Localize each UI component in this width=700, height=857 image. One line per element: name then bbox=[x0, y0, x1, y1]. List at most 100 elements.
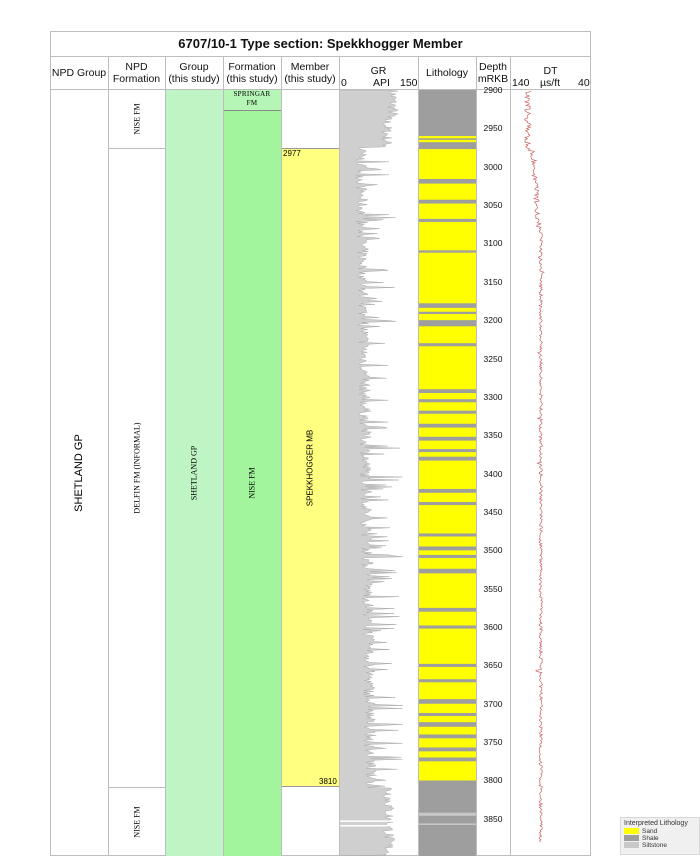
lithology-track bbox=[418, 90, 476, 856]
sand-bed bbox=[418, 221, 476, 251]
dt-scale-right: 40 bbox=[578, 77, 590, 89]
col-divider bbox=[223, 57, 224, 856]
spekkhogger-mb-fill bbox=[281, 148, 339, 787]
group-label: SHETLAND GP bbox=[189, 445, 199, 501]
depth-tick-label: 3050 bbox=[483, 200, 503, 211]
depth-tick-label: 3450 bbox=[483, 506, 503, 517]
gr-unit: API bbox=[373, 77, 390, 89]
depth-tick-label: 3150 bbox=[483, 276, 503, 287]
col-divider bbox=[418, 57, 419, 856]
depth-tick-label: 2950 bbox=[483, 123, 503, 134]
sand-bed bbox=[418, 203, 476, 219]
log-panel bbox=[50, 31, 591, 856]
depth-tick-label: 3500 bbox=[483, 545, 503, 556]
sand-bed bbox=[418, 413, 476, 424]
gr-track bbox=[339, 90, 404, 856]
legend-item: Sand bbox=[624, 828, 699, 835]
sand-bed bbox=[418, 183, 476, 200]
legend-title: Interpreted Lithology bbox=[624, 820, 688, 827]
sand-bed bbox=[418, 550, 476, 555]
depth-tick-label: 2900 bbox=[483, 85, 503, 95]
legend-swatch bbox=[624, 842, 639, 849]
depth-tick-label: 3700 bbox=[483, 698, 503, 709]
dt-name: DT bbox=[543, 65, 558, 77]
sand-bed bbox=[418, 536, 476, 547]
siltstone-bed bbox=[418, 812, 476, 816]
depth-tick-label: 3100 bbox=[483, 238, 503, 249]
sand-bed bbox=[418, 346, 476, 390]
siltstone-bed bbox=[418, 823, 476, 825]
depth-tick-label: 3600 bbox=[483, 622, 503, 633]
legend-item: Shale bbox=[624, 835, 699, 842]
springar-fm-fill bbox=[223, 90, 281, 110]
sand-bed bbox=[418, 393, 476, 400]
npd-delfin-label: DELFIN FM (INFORMAL) bbox=[132, 422, 142, 514]
dt-scale-left: 140 bbox=[512, 77, 530, 89]
gr-scale-min: 0 bbox=[341, 77, 347, 89]
col-divider bbox=[281, 57, 282, 856]
header-member: Member (this study) bbox=[284, 61, 336, 85]
sand-bed bbox=[418, 682, 476, 700]
nise-fm-label: NISE FM bbox=[247, 467, 257, 499]
sand-bed bbox=[418, 611, 476, 626]
sand-bed bbox=[418, 726, 476, 735]
col-divider bbox=[476, 57, 477, 856]
sand-bed bbox=[418, 440, 476, 450]
sand-bed bbox=[418, 427, 476, 437]
nise-fm-fill bbox=[223, 110, 281, 856]
sand-bed bbox=[418, 505, 476, 534]
legend-label: Siltstone bbox=[642, 842, 667, 849]
dt-track bbox=[523, 91, 545, 843]
depth-tick-label: 3750 bbox=[483, 737, 503, 748]
sand-bed bbox=[418, 252, 476, 304]
sand-bed bbox=[418, 628, 476, 664]
header-group: Group (this study) bbox=[168, 61, 220, 85]
legend-item: Siltstone bbox=[624, 842, 699, 849]
sand-bed bbox=[418, 149, 476, 179]
legend-label: Sand bbox=[642, 828, 658, 835]
sand-bed bbox=[418, 761, 476, 781]
sand-bed bbox=[418, 402, 476, 411]
sand-bed bbox=[418, 573, 476, 608]
depth-tick-label: 3300 bbox=[483, 391, 503, 402]
springar-fm-label: SPRINGAR FM bbox=[233, 90, 271, 107]
legend-swatch bbox=[624, 835, 639, 842]
sand-bed bbox=[418, 326, 476, 344]
legend-swatch bbox=[624, 828, 639, 835]
depth-tick-label: 3650 bbox=[483, 660, 503, 671]
sand-bed bbox=[418, 314, 476, 321]
header-gr: GR API 0 150 bbox=[339, 57, 418, 89]
sand-bed bbox=[418, 703, 476, 713]
col-divider bbox=[510, 57, 511, 856]
header-formation: Formation (this study) bbox=[226, 61, 278, 85]
col-divider bbox=[108, 57, 109, 856]
gr-scale-max: 150 bbox=[400, 77, 418, 89]
gr-curve bbox=[339, 90, 404, 856]
col-divider bbox=[165, 57, 166, 856]
gr-gap bbox=[339, 820, 399, 822]
sand-bed bbox=[418, 666, 476, 680]
lithology-legend: Interpreted Lithology Sand Shale Siltstone bbox=[620, 817, 700, 855]
npd-nise-lower-label: NISE FM bbox=[132, 806, 142, 838]
npd-nise-lower-top-line bbox=[108, 787, 165, 788]
header-dt: DT µs/ft 140 40 bbox=[510, 57, 591, 89]
dt-curve bbox=[523, 91, 545, 843]
npd-group-label: SHETLAND GP bbox=[73, 434, 85, 512]
sand-bed bbox=[418, 492, 476, 502]
gr-name: GR bbox=[370, 65, 387, 77]
member-base-depth: 3810 bbox=[319, 777, 337, 786]
dt-unit: µs/ft bbox=[540, 77, 561, 89]
npd-nise-upper-label: NISE FM bbox=[132, 103, 142, 135]
header-divider bbox=[50, 89, 591, 90]
col-divider bbox=[339, 57, 340, 856]
header-depth: Depth mRKB bbox=[477, 61, 509, 85]
header-lithology: Lithology bbox=[425, 67, 469, 79]
npd-delfin-top-line bbox=[108, 148, 165, 149]
depth-tick-label: 3850 bbox=[483, 813, 503, 824]
sand-bed bbox=[418, 738, 476, 748]
sand-bed bbox=[418, 557, 476, 569]
depth-tick-label: 3800 bbox=[483, 775, 503, 786]
group-column-fill bbox=[165, 90, 223, 856]
member-top-depth: 2977 bbox=[283, 149, 301, 158]
spekkhogger-label: SPEKKHOGGER MB bbox=[305, 429, 315, 507]
